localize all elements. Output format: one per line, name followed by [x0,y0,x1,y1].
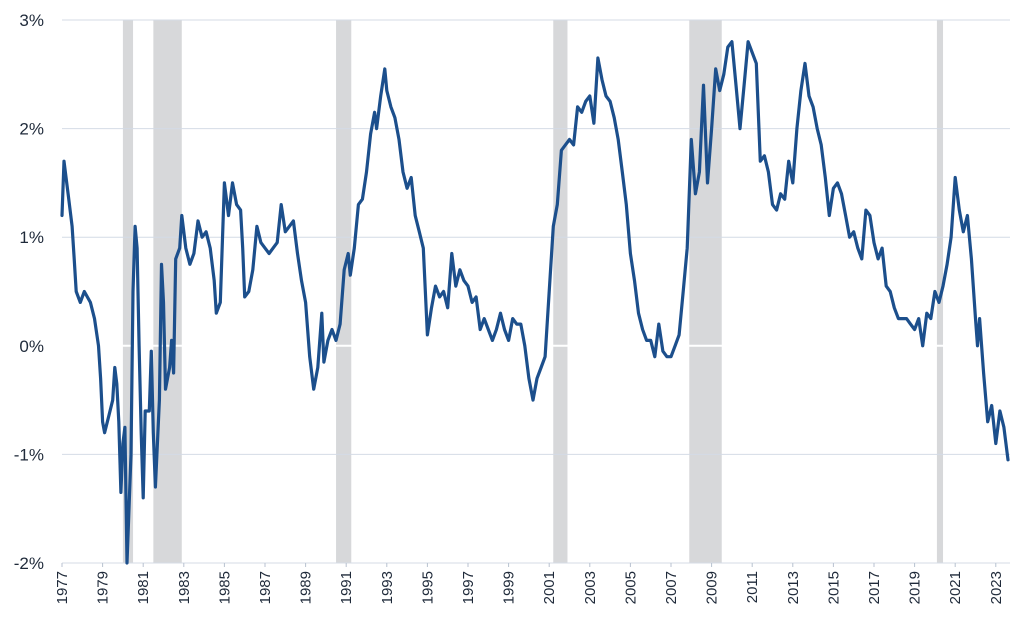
x-tick-label: 2013 [785,571,802,604]
x-tick-label: 1995 [419,571,436,604]
y-tick-label: -2% [14,554,44,573]
series-group [60,40,1010,565]
x-tick-label: 1999 [501,571,518,604]
x-tick-label: 2019 [907,571,924,604]
recession-band [122,20,134,563]
y-tick-label: 0% [19,337,44,356]
x-tick-label: 1993 [379,571,396,604]
gridlines [62,19,1010,564]
y-tick-label: 1% [19,228,44,247]
x-tick-label: 1985 [216,571,233,604]
x-tick-label: 2005 [622,571,639,604]
x-tick-label: 2023 [988,571,1005,604]
x-tick-label: 2009 [704,571,721,604]
series-line [60,40,1010,565]
y-axis-tick-labels: 3% 2% 1% 0% -1% -2% [14,11,44,573]
x-tick-label: 1987 [257,571,274,604]
recession-band [153,20,182,563]
recession-band [553,20,568,563]
x-tick-label: 1979 [95,571,112,604]
y-tick-label: 3% [19,11,44,30]
x-tick-label: 1981 [135,571,152,604]
x-tick-label: 2003 [582,571,599,604]
x-tick-label: 1989 [298,571,315,604]
y-tick-label: -1% [14,445,44,464]
x-tick-label: 1991 [338,571,355,604]
recession-band [936,20,944,563]
x-axis-tick-labels: 1977 1979 1981 1983 1985 1987 1989 1991 1993 1995… [54,563,1005,604]
y-tick-label: 2% [19,120,44,139]
x-tick-label: 2021 [947,571,964,604]
x-tick-label: 1997 [460,571,477,604]
x-tick-label: 2011 [744,571,761,603]
x-tick-label: 2001 [541,571,558,604]
recession-bands [122,20,944,563]
x-tick-label: 2017 [866,571,883,604]
x-tick-label: 1977 [54,571,71,604]
x-tick-label: 2015 [825,571,842,604]
x-tick-label: 2007 [663,571,680,604]
x-tick-label: 1983 [176,571,193,604]
